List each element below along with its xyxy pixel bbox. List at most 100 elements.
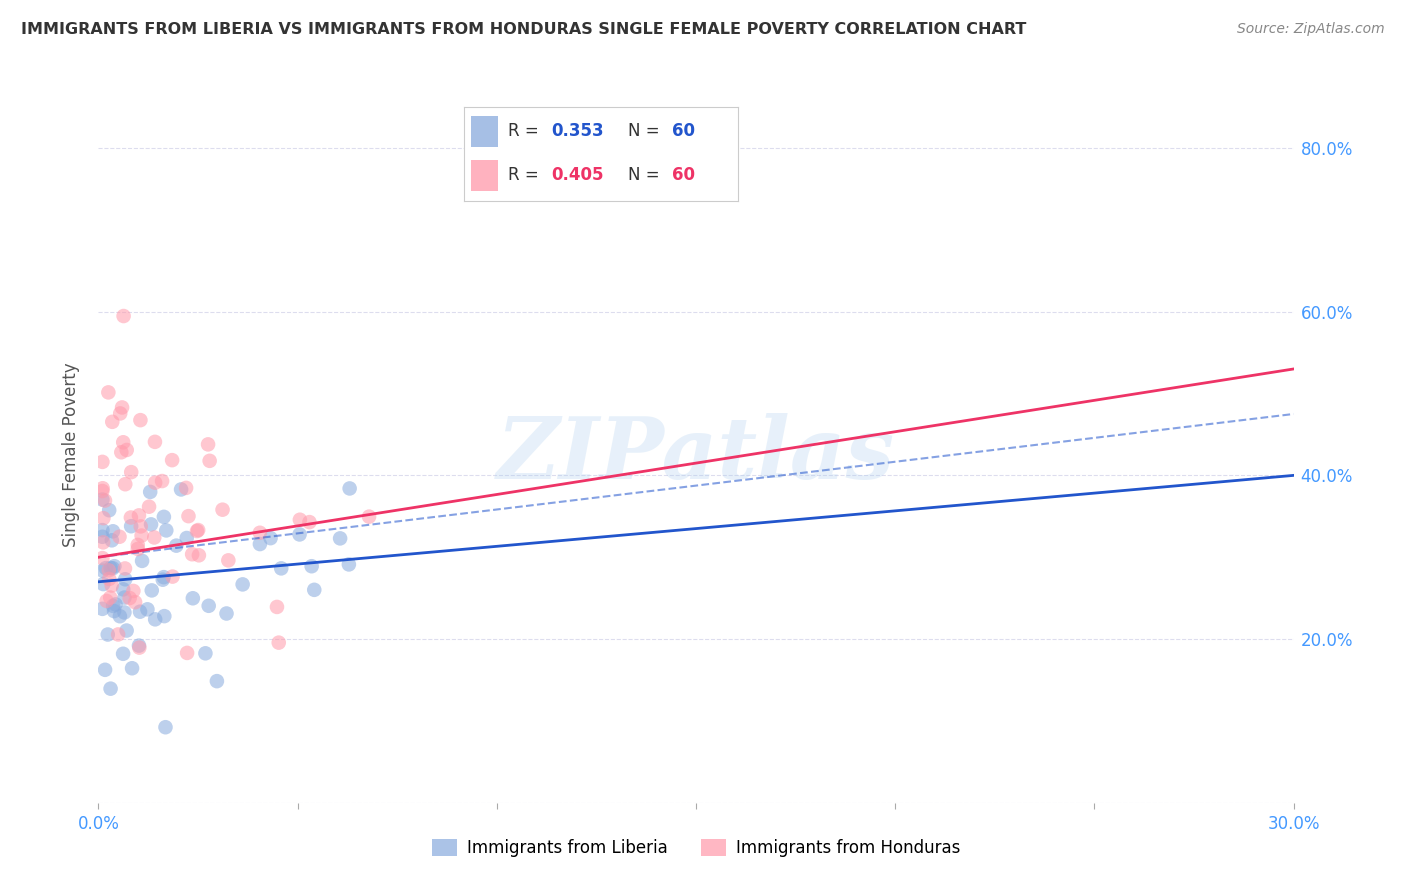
Point — [110, 445, 132, 459]
Point — [112, 647, 135, 661]
Point — [139, 517, 162, 532]
Point — [267, 635, 290, 649]
Point — [152, 570, 174, 584]
Point — [112, 435, 135, 450]
Point — [249, 537, 271, 551]
Point — [128, 639, 150, 653]
Point — [91, 535, 114, 549]
Point — [108, 609, 131, 624]
Point — [114, 606, 136, 620]
Point — [259, 531, 281, 545]
Point — [187, 523, 209, 537]
Point — [112, 582, 135, 597]
Point — [93, 511, 115, 525]
Point — [337, 558, 360, 572]
Point — [103, 604, 125, 618]
Y-axis label: Single Female Poverty: Single Female Poverty — [62, 363, 80, 547]
Point — [100, 681, 122, 696]
Point — [177, 509, 200, 524]
Text: IMMIGRANTS FROM LIBERIA VS IMMIGRANTS FROM HONDURAS SINGLE FEMALE POVERTY CORREL: IMMIGRANTS FROM LIBERIA VS IMMIGRANTS FR… — [21, 22, 1026, 37]
Point — [100, 561, 122, 575]
Point — [359, 509, 381, 524]
Point — [155, 524, 177, 538]
Point — [96, 594, 118, 608]
Point — [131, 554, 153, 568]
Point — [114, 572, 136, 586]
Point — [98, 503, 121, 517]
Point — [115, 624, 138, 638]
Point — [197, 437, 219, 451]
Point — [91, 455, 114, 469]
Point — [122, 583, 145, 598]
Point — [114, 477, 136, 491]
Point — [217, 553, 239, 567]
Point — [165, 539, 187, 553]
Point — [304, 582, 326, 597]
Point — [329, 532, 352, 546]
FancyBboxPatch shape — [471, 116, 498, 147]
Point — [205, 674, 228, 689]
Point — [91, 523, 114, 537]
Point — [198, 454, 221, 468]
Point — [91, 483, 114, 498]
Text: N =: N = — [628, 167, 665, 185]
Point — [162, 569, 184, 583]
Legend: Immigrants from Liberia, Immigrants from Honduras: Immigrants from Liberia, Immigrants from… — [425, 832, 967, 864]
Point — [138, 500, 160, 514]
Point — [128, 508, 150, 523]
Text: 0.353: 0.353 — [551, 122, 605, 140]
Point — [215, 607, 238, 621]
Point — [127, 538, 149, 552]
Point — [170, 483, 193, 497]
Point — [104, 598, 127, 612]
Point — [121, 661, 143, 675]
Point — [301, 559, 323, 574]
Point — [124, 595, 146, 609]
Point — [98, 572, 121, 586]
FancyBboxPatch shape — [471, 161, 498, 191]
Text: 0.405: 0.405 — [551, 167, 605, 185]
Text: R =: R = — [508, 167, 544, 185]
Point — [120, 510, 142, 524]
Point — [176, 646, 198, 660]
Point — [101, 561, 124, 575]
Point — [94, 561, 117, 575]
Point — [120, 465, 142, 479]
Point — [181, 547, 204, 561]
Point — [94, 663, 117, 677]
Point — [288, 513, 311, 527]
Point — [143, 475, 166, 490]
Point — [131, 528, 153, 542]
Point — [270, 561, 292, 575]
Text: R =: R = — [508, 122, 544, 140]
Point — [298, 515, 321, 529]
Point — [160, 453, 183, 467]
Point — [91, 577, 114, 591]
Point — [97, 385, 120, 400]
Point — [136, 602, 159, 616]
Point — [108, 530, 131, 544]
Point — [101, 415, 124, 429]
Text: ZIPatlas: ZIPatlas — [496, 413, 896, 497]
Point — [127, 541, 149, 556]
Text: N =: N = — [628, 122, 665, 140]
Point — [143, 434, 166, 449]
Point — [129, 605, 152, 619]
Point — [91, 564, 114, 578]
Point — [266, 599, 288, 614]
Point — [187, 549, 209, 563]
Point — [112, 309, 135, 323]
Point — [211, 502, 233, 516]
Point — [232, 577, 254, 591]
Point — [98, 591, 121, 605]
Point — [100, 578, 122, 592]
Point — [174, 481, 197, 495]
Point — [97, 627, 120, 641]
Point — [139, 484, 162, 499]
Point — [101, 533, 124, 548]
Point — [339, 482, 361, 496]
Point — [94, 493, 117, 508]
Point — [176, 531, 198, 545]
Point — [129, 519, 152, 533]
Point — [153, 509, 176, 524]
